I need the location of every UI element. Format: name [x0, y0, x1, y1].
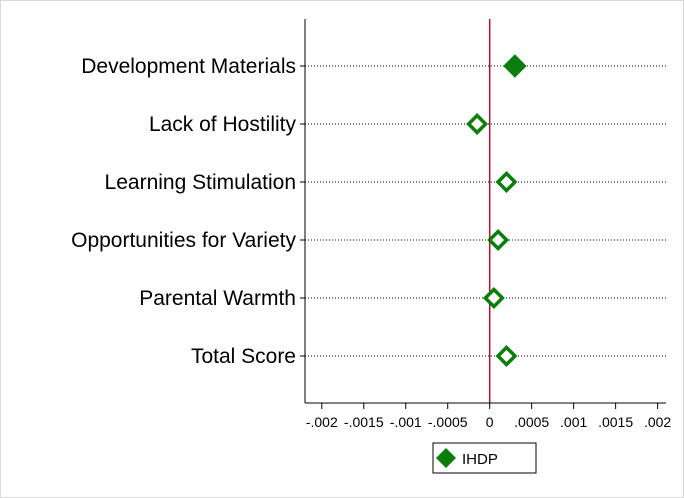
category-label: Development Materials — [81, 55, 296, 78]
x-tick-label: .001 — [560, 414, 587, 430]
x-tick-label: .002 — [644, 414, 671, 430]
grid-lines — [300, 65, 666, 357]
category-label: Opportunities for Variety — [71, 229, 296, 252]
category-label: Learning Stimulation — [105, 171, 296, 194]
legend-label-ihdp: IHDP — [462, 451, 498, 468]
x-tick-label: -.001 — [390, 414, 422, 430]
category-label: Lack of Hostility — [149, 113, 297, 136]
legend-marker-ihdp — [436, 448, 456, 468]
marker-filled — [503, 54, 527, 78]
x-tick-label: 0 — [486, 414, 494, 430]
x-tick-label: .0005 — [514, 414, 549, 430]
legend: IHDP — [432, 442, 537, 474]
marker-hollow — [487, 229, 510, 251]
marker-hollow — [495, 171, 518, 193]
x-tick-label: -.002 — [306, 414, 338, 430]
x-tick-label: .0015 — [598, 414, 633, 430]
marker-hollow — [495, 345, 518, 367]
markers — [466, 54, 527, 367]
x-axis: -.002 -.0015 -.001 -.0005 0 .0005 .001 .0015 .00… — [304, 19, 671, 430]
plot-area — [305, 19, 666, 403]
marker-hollow — [482, 287, 505, 309]
category-label: Parental Warmth — [139, 287, 296, 310]
x-tick-label: -.0015 — [344, 414, 384, 430]
category-labels: Development Materials Lack of Hostility Le… — [71, 55, 296, 368]
x-tick-label: -.0005 — [428, 414, 468, 430]
category-label: Total Score — [191, 345, 296, 368]
marker-hollow — [466, 113, 489, 135]
